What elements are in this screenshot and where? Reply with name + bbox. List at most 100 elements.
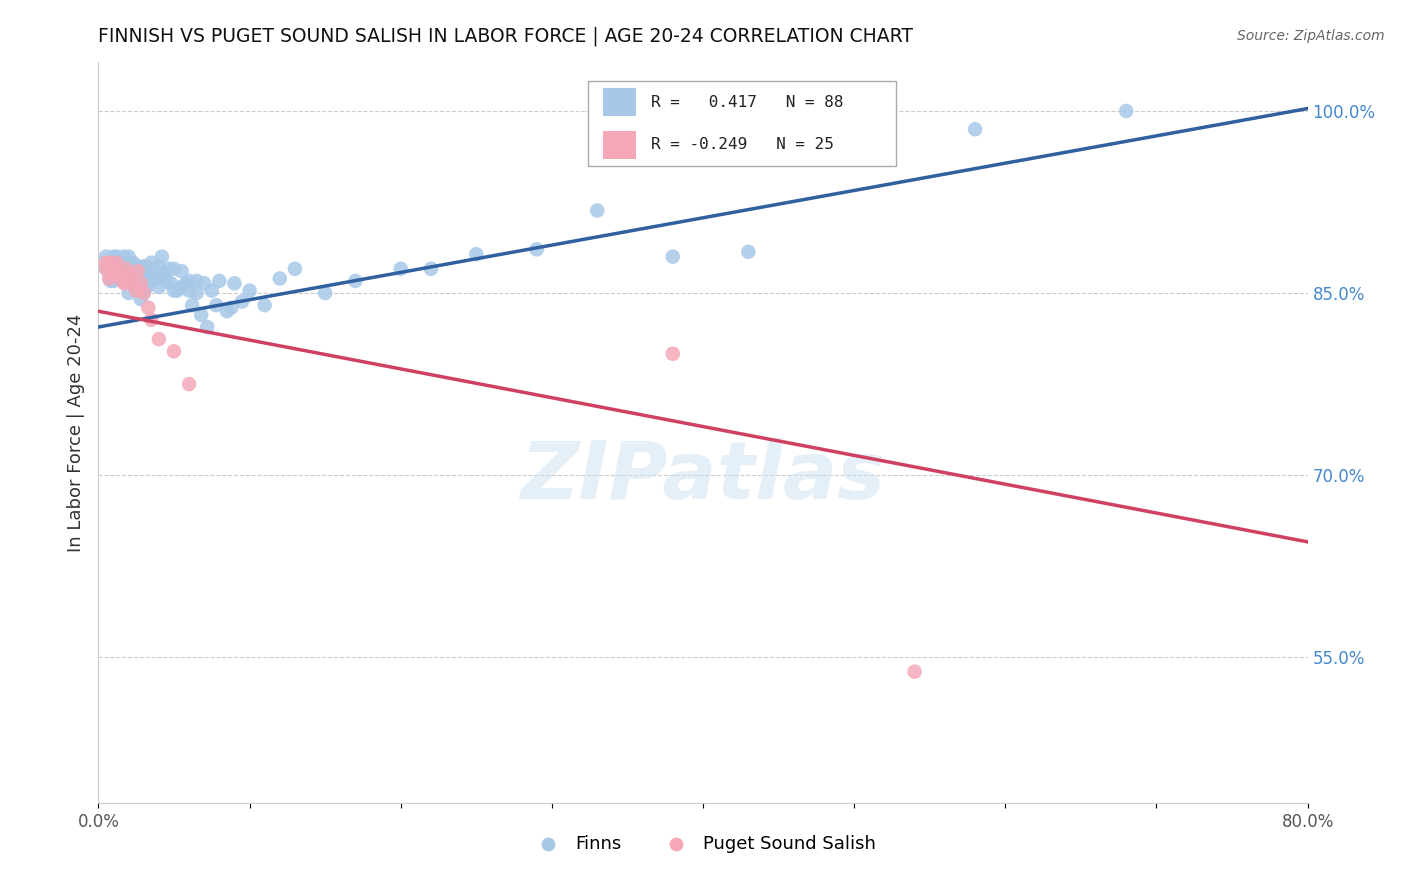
Point (526, 243, 548, 257)
Text: FINNISH VS PUGET SOUND SALISH IN LABOR FORCE | AGE 20-24 CORRELATION CHART: FINNISH VS PUGET SOUND SALISH IN LABOR F… (98, 27, 914, 46)
Point (110, 268, 132, 282)
Point (121, 271, 143, 285)
Point (127, 260, 149, 274)
Point (127, 271, 149, 285)
Point (155, 274, 177, 288)
Text: ZIPatlas: ZIPatlas (520, 438, 886, 516)
Point (124, 268, 146, 282)
Point (118, 261, 141, 276)
Point (141, 256, 163, 270)
Point (253, 298, 276, 312)
Point (224, 277, 246, 291)
Point (94, 261, 117, 276)
Point (148, 332, 170, 346)
Point (135, 280, 157, 294)
Point (111, 274, 134, 288)
Point (904, 665, 927, 679)
Point (586, 203, 609, 218)
Point (159, 261, 181, 276)
Point (118, 268, 141, 282)
Point (110, 271, 132, 285)
Point (107, 261, 129, 276)
Point (105, 250, 128, 264)
Point (148, 260, 170, 274)
Point (737, 244, 759, 259)
Point (128, 280, 150, 294)
Point (129, 292, 152, 306)
Point (174, 277, 197, 291)
Point (205, 298, 228, 312)
Point (103, 250, 125, 264)
Point (105, 256, 128, 270)
Point (110, 261, 132, 276)
Point (112, 277, 135, 291)
Point (100, 274, 122, 288)
Point (121, 261, 143, 276)
Point (136, 277, 159, 291)
Point (1115, 103, 1137, 118)
Point (190, 308, 212, 322)
Point (121, 277, 143, 291)
Point (136, 301, 159, 315)
Point (150, 250, 173, 264)
Point (186, 286, 208, 301)
Point (163, 261, 186, 276)
Point (114, 256, 136, 270)
Point (132, 260, 155, 274)
Point (148, 280, 170, 294)
Point (208, 274, 231, 288)
Point (661, 347, 683, 361)
Point (94, 256, 117, 270)
Point (105, 256, 128, 270)
Point (661, 250, 683, 264)
Point (112, 250, 135, 264)
Point (163, 284, 186, 298)
Point (344, 274, 367, 288)
Text: R = -0.249   N = 25: R = -0.249 N = 25 (651, 137, 834, 153)
Point (145, 271, 167, 285)
Point (129, 264, 152, 278)
Point (142, 261, 165, 276)
Y-axis label: In Labor Force | Age 20-24: In Labor Force | Age 20-24 (66, 313, 84, 552)
Point (94, 250, 117, 264)
Point (125, 284, 148, 298)
Point (103, 268, 125, 282)
Point (107, 261, 129, 276)
Point (965, 122, 987, 136)
Point (152, 267, 174, 281)
Point (141, 312, 163, 326)
Point (132, 286, 155, 301)
Point (231, 294, 253, 309)
Point (122, 271, 145, 285)
Point (179, 274, 201, 288)
Point (389, 261, 412, 276)
Point (132, 286, 155, 301)
Point (136, 261, 159, 276)
Point (193, 277, 215, 291)
Point (129, 277, 152, 291)
Point (135, 261, 157, 276)
Text: Source: ZipAtlas.com: Source: ZipAtlas.com (1237, 29, 1385, 43)
Point (110, 256, 132, 270)
Point (94, 261, 117, 276)
Point (314, 286, 336, 301)
Point (128, 261, 150, 276)
Bar (603, 131, 637, 159)
Point (122, 256, 145, 270)
Point (269, 271, 291, 285)
Point (239, 284, 262, 298)
Point (125, 280, 148, 294)
Point (179, 377, 201, 392)
Point (118, 271, 141, 285)
Point (98, 271, 121, 285)
Point (103, 274, 125, 288)
Point (118, 286, 141, 301)
Point (132, 271, 155, 285)
Point (148, 271, 170, 285)
Point (465, 247, 488, 261)
Point (166, 284, 188, 298)
Point (118, 250, 141, 264)
Point (114, 261, 136, 276)
Point (170, 264, 193, 278)
Point (215, 304, 238, 318)
